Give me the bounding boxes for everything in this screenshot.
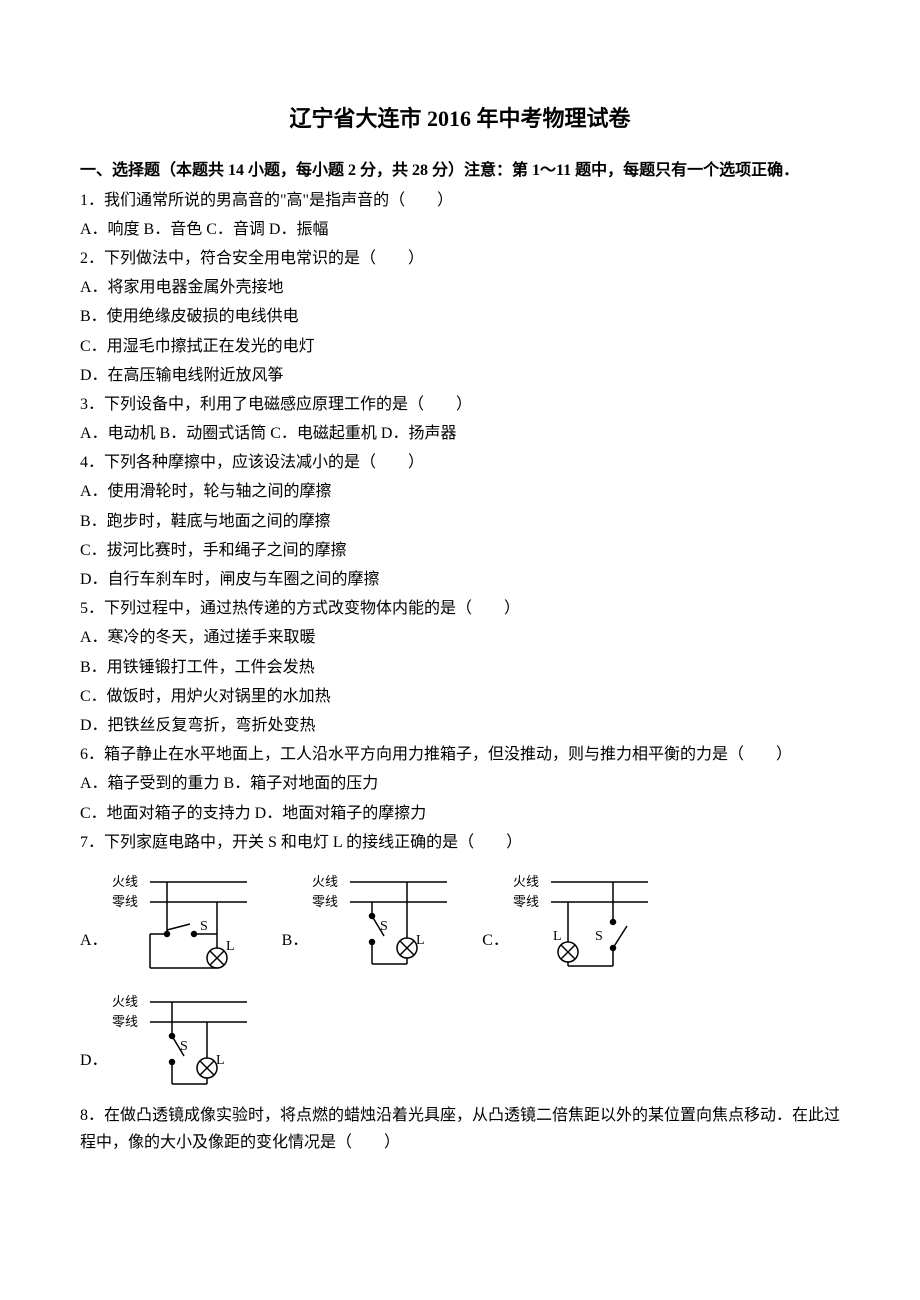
circuit-a: A． 火线 零线 S L bbox=[80, 864, 252, 974]
section-header: 一、选择题（本题共 14 小题，每小题 2 分，共 28 分）注意：第 1～11… bbox=[80, 157, 840, 184]
neutral-label: 零线 bbox=[513, 894, 539, 909]
question-6: 6．箱子静止在水平地面上，工人沿水平方向用力推箱子，但没推动，则与推力相平衡的力… bbox=[80, 741, 840, 768]
neutral-label: 零线 bbox=[112, 894, 138, 909]
q5-c: C．做饭时，用炉火对锅里的水加热 bbox=[80, 683, 840, 710]
lamp-label: L bbox=[226, 939, 235, 954]
lamp-label: L bbox=[416, 933, 425, 948]
switch-label: S bbox=[595, 929, 603, 944]
circuit-c-diagram: 火线 零线 S L bbox=[513, 864, 653, 974]
switch-label: S bbox=[380, 919, 388, 934]
question-5: 5．下列过程中，通过热传递的方式改变物体内能的是（ ） bbox=[80, 595, 840, 622]
q2-d: D．在高压输电线附近放风筝 bbox=[80, 362, 840, 389]
neutral-label: 零线 bbox=[112, 1014, 138, 1029]
q1-options: A．响度 B．音色 C．音调 D．振幅 bbox=[80, 216, 840, 243]
switch-label: S bbox=[200, 919, 208, 934]
circuit-b: B． 火线 零线 S L bbox=[282, 864, 453, 974]
circuit-d-label: D． bbox=[80, 1047, 108, 1094]
circuit-row-1: A． 火线 零线 S L bbox=[80, 864, 840, 974]
q6-ab: A．箱子受到的重力 B．箱子对地面的压力 bbox=[80, 770, 840, 797]
q4-d: D．自行车刹车时，闸皮与车圈之间的摩擦 bbox=[80, 566, 840, 593]
live-label: 火线 bbox=[112, 994, 138, 1009]
circuit-d-diagram: 火线 零线 S L bbox=[112, 984, 252, 1094]
q5-d: D．把铁丝反复弯折，弯折处变热 bbox=[80, 712, 840, 739]
circuit-c: C． 火线 零线 S L bbox=[482, 864, 653, 974]
q6-cd: C．地面对箱子的支持力 D．地面对箱子的摩擦力 bbox=[80, 800, 840, 827]
q4-b: B．跑步时，鞋底与地面之间的摩擦 bbox=[80, 508, 840, 535]
live-label: 火线 bbox=[312, 874, 338, 889]
lamp-label: L bbox=[216, 1053, 225, 1068]
q2-a: A．将家用电器金属外壳接地 bbox=[80, 274, 840, 301]
q4-a: A．使用滑轮时，轮与轴之间的摩擦 bbox=[80, 478, 840, 505]
q2-c: C．用湿毛巾擦拭正在发光的电灯 bbox=[80, 333, 840, 360]
q2-b: B．使用绝缘皮破损的电线供电 bbox=[80, 303, 840, 330]
q4-c: C．拔河比赛时，手和绳子之间的摩擦 bbox=[80, 537, 840, 564]
question-8: 8．在做凸透镜成像实验时，将点燃的蜡烛沿着光具座，从凸透镜二倍焦距以外的某位置向… bbox=[80, 1102, 840, 1156]
q5-b: B．用铁锤锻打工件，工件会发热 bbox=[80, 654, 840, 681]
live-label: 火线 bbox=[513, 874, 539, 889]
circuit-row-2: D． 火线 零线 S L bbox=[80, 984, 840, 1094]
question-2: 2．下列做法中，符合安全用电常识的是（ ） bbox=[80, 245, 840, 272]
page-title: 辽宁省大连市 2016 年中考物理试卷 bbox=[80, 100, 840, 137]
q5-a: A．寒冷的冬天，通过搓手来取暖 bbox=[80, 624, 840, 651]
switch-label: S bbox=[180, 1039, 188, 1054]
lamp-label: L bbox=[553, 929, 562, 944]
question-7: 7．下列家庭电路中，开关 S 和电灯 L 的接线正确的是（ ） bbox=[80, 829, 840, 856]
question-4: 4．下列各种摩擦中，应该设法减小的是（ ） bbox=[80, 449, 840, 476]
circuit-c-label: C． bbox=[482, 927, 509, 974]
question-1: 1．我们通常所说的男高音的"高"是指声音的（ ） bbox=[80, 187, 840, 214]
circuit-b-label: B． bbox=[282, 927, 309, 974]
circuit-a-diagram: 火线 零线 S L bbox=[112, 864, 252, 974]
question-3: 3．下列设备中，利用了电磁感应原理工作的是（ ） bbox=[80, 391, 840, 418]
neutral-label: 零线 bbox=[312, 894, 338, 909]
q3-options: A．电动机 B．动圈式话筒 C．电磁起重机 D．扬声器 bbox=[80, 420, 840, 447]
circuit-a-label: A． bbox=[80, 927, 108, 974]
circuit-b-diagram: 火线 零线 S L bbox=[312, 864, 452, 974]
live-label: 火线 bbox=[112, 874, 138, 889]
circuit-d: D． 火线 零线 S L bbox=[80, 984, 252, 1094]
